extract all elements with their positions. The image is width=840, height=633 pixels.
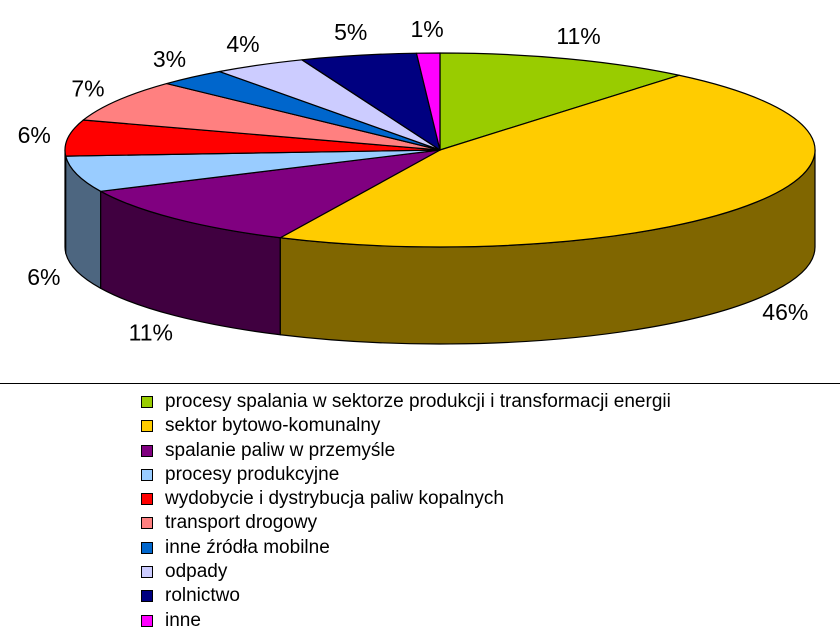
- pie-slice-4: [65, 149, 441, 192]
- pie-slice-1: [439, 52, 680, 151]
- data-label-7: 3%: [153, 46, 186, 72]
- legend-swatch: [141, 420, 153, 433]
- legend-label: inne: [165, 609, 201, 631]
- legend-label: inne źródła mobilne: [165, 536, 330, 558]
- legend-label: spalanie paliw w przemyśle: [165, 439, 396, 461]
- legend-swatch: [141, 493, 153, 506]
- divider: [0, 383, 840, 384]
- data-label-5: 6%: [18, 122, 51, 148]
- pie-slice-3: [100, 149, 441, 239]
- legend-label: sektor bytowo-komunalny: [165, 415, 381, 437]
- legend-label: rolnictwo: [165, 585, 240, 607]
- data-label-1: 11%: [556, 23, 600, 49]
- data-label-4: 6%: [27, 264, 60, 290]
- data-label-8: 4%: [226, 31, 259, 57]
- data-label-6: 7%: [71, 75, 104, 101]
- legend-swatch: [141, 590, 153, 603]
- legend-item: inne źródła mobilne: [141, 536, 671, 560]
- data-label-3: 11%: [129, 320, 173, 346]
- legend-item: sektor bytowo-komunalny: [141, 414, 671, 438]
- legend-swatch: [141, 444, 153, 457]
- legend-swatch: [141, 517, 153, 530]
- legend-item: procesy produkcyjne: [141, 463, 671, 487]
- pie-slice-10: [415, 52, 441, 151]
- legend: procesy spalania w sektorze produkcji i …: [141, 390, 671, 633]
- data-label-9: 5%: [334, 19, 367, 45]
- legend-swatch: [141, 614, 153, 627]
- legend-swatch: [141, 566, 153, 579]
- data-label-10: 1%: [411, 16, 444, 42]
- pie-chart: 11% 46% 11% 6% 6% 7% 3% 4% 5% 1%: [18, 16, 816, 346]
- legend-label: procesy spalania w sektorze produkcji i …: [165, 391, 671, 412]
- pie-slice-6: [82, 82, 441, 151]
- legend-label: odpady: [165, 561, 228, 583]
- legend-item: transport drogowy: [141, 511, 671, 535]
- legend-swatch: [141, 541, 153, 554]
- pie-slice-5: [64, 119, 441, 157]
- legend-label: wydobycie i dystrybucja paliw kopalnych: [165, 488, 504, 510]
- legend-item: rolnictwo: [141, 584, 671, 608]
- legend-item: procesy spalania w sektorze produkcji i …: [141, 390, 671, 414]
- data-label-2: 46%: [762, 299, 808, 325]
- legend-swatch: [141, 396, 153, 408]
- legend-item: spalanie paliw w przemyśle: [141, 439, 671, 463]
- legend-item: odpady: [141, 560, 671, 584]
- pie-slice-2: [279, 74, 816, 248]
- legend-label: transport drogowy: [165, 512, 318, 534]
- legend-item: wydobycie i dystrybucja paliw kopalnych: [141, 487, 671, 511]
- legend-swatch: [141, 468, 153, 481]
- legend-label: procesy produkcyjne: [165, 463, 340, 485]
- legend-item: inne: [141, 609, 671, 633]
